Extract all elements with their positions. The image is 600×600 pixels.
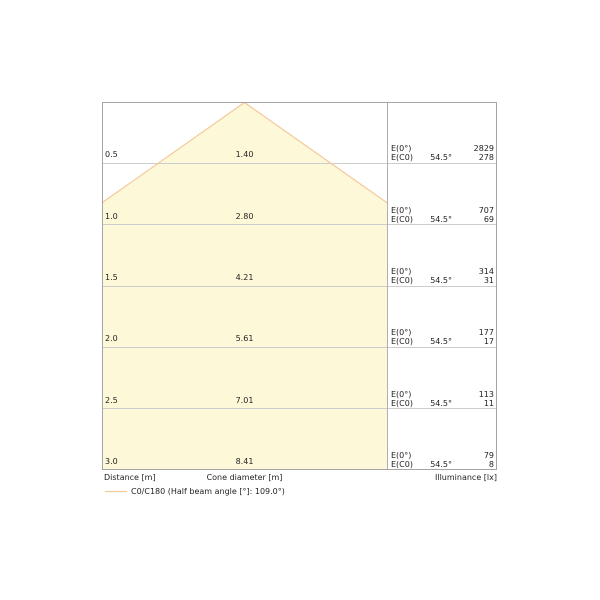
e0-value: 177 (478, 328, 494, 337)
cone-right-edge (244, 102, 388, 204)
cone-diameter-value: 2.80 (235, 212, 254, 221)
gridlines (102, 163, 497, 409)
ec0-value: 8 (488, 460, 494, 469)
distance-value: 1.5 (105, 273, 118, 282)
e0-value: 707 (478, 206, 494, 215)
ec0-label: E(C0) (391, 399, 413, 408)
cone-diameter-value: 4.21 (235, 273, 254, 282)
ec0-label: E(C0) (391, 460, 413, 469)
ec0-value: 17 (483, 337, 494, 346)
footer-cone-diameter-label: Cone diameter [m] (206, 473, 283, 482)
ec0-label: E(C0) (391, 215, 413, 224)
ec0-angle: 54.5° (430, 215, 452, 224)
ec0-label: E(C0) (391, 276, 413, 285)
e0-value: 2829 (473, 144, 494, 153)
ec0-label: E(C0) (391, 153, 413, 162)
ec0-angle: 54.5° (430, 460, 452, 469)
distance-value: 0.5 (105, 150, 118, 159)
distance-value: 2.5 (105, 396, 118, 405)
cone-diameter-value: 5.61 (235, 334, 254, 343)
e0-label: E(0°) (391, 328, 412, 337)
cone-left-edge (101, 102, 245, 204)
footer-illuminance-label: Illuminance [lx] (435, 473, 497, 482)
e0-label: E(0°) (391, 267, 412, 276)
ec0-angle: 54.5° (430, 276, 452, 285)
ec0-angle: 54.5° (430, 399, 452, 408)
e0-label: E(0°) (391, 390, 412, 399)
ec0-angle: 54.5° (430, 337, 452, 346)
cone-diameter-value: 8.41 (235, 457, 254, 466)
e0-value: 79 (483, 451, 494, 460)
distance-value: 1.0 (105, 212, 118, 221)
ec0-value: 278 (478, 153, 494, 162)
e0-label: E(0°) (391, 206, 412, 215)
ec0-value: 31 (483, 276, 494, 285)
footer-distance-label: Distance [m] (104, 473, 156, 482)
e0-label: E(0°) (391, 144, 412, 153)
e0-value: 314 (478, 267, 494, 276)
ec0-angle: 54.5° (430, 153, 452, 162)
cone-diameter-value: 1.40 (235, 150, 254, 159)
ec0-value: 69 (483, 215, 494, 224)
ec0-label: E(C0) (391, 337, 413, 346)
e0-value: 113 (478, 390, 494, 399)
distance-value: 2.0 (105, 334, 118, 343)
ec0-value: 11 (483, 399, 494, 408)
distance-value: 3.0 (105, 457, 118, 466)
cone-diameter-value: 7.01 (235, 396, 254, 405)
legend-label: C0/C180 (Half beam angle [°]: 109.0°) (131, 487, 285, 496)
table-border (102, 102, 497, 470)
e0-label: E(0°) (391, 451, 412, 460)
